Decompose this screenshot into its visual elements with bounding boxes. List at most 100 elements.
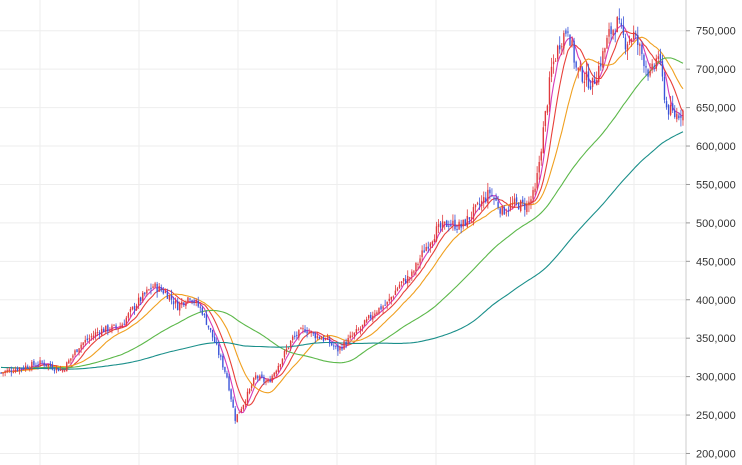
candle bbox=[14, 366, 17, 374]
candle bbox=[456, 225, 458, 234]
y-tick-label: 300,000 bbox=[696, 372, 736, 384]
candle bbox=[39, 356, 41, 368]
y-tick-label: 550,000 bbox=[696, 179, 736, 191]
candle bbox=[113, 324, 115, 327]
candle bbox=[639, 42, 641, 56]
candle bbox=[485, 191, 487, 204]
candle bbox=[388, 293, 390, 303]
candle bbox=[117, 328, 119, 333]
candle bbox=[195, 298, 197, 307]
candle bbox=[396, 286, 399, 292]
candle bbox=[612, 28, 614, 40]
candle bbox=[252, 377, 255, 386]
candle bbox=[49, 360, 52, 369]
candle bbox=[107, 324, 109, 336]
candle bbox=[343, 339, 345, 350]
candle bbox=[2, 372, 4, 377]
candle bbox=[632, 25, 635, 42]
candle bbox=[84, 335, 86, 346]
candle bbox=[472, 203, 475, 226]
candle bbox=[437, 219, 440, 234]
candle bbox=[448, 220, 450, 232]
candle bbox=[513, 193, 516, 209]
candle bbox=[287, 347, 290, 350]
candle bbox=[552, 54, 555, 74]
candle bbox=[199, 304, 201, 313]
candle bbox=[355, 324, 358, 336]
candle bbox=[501, 205, 503, 216]
candle bbox=[68, 358, 70, 364]
candle bbox=[357, 327, 360, 331]
candle bbox=[645, 60, 647, 76]
candle bbox=[600, 56, 602, 71]
y-tick-label: 250,000 bbox=[696, 410, 736, 422]
candle bbox=[657, 50, 660, 63]
candle bbox=[507, 206, 510, 217]
candle bbox=[142, 290, 144, 303]
candle bbox=[314, 331, 316, 343]
candle bbox=[515, 193, 518, 206]
candle bbox=[146, 286, 148, 297]
candle bbox=[626, 41, 629, 60]
candle bbox=[156, 281, 158, 298]
candle bbox=[596, 71, 598, 86]
candle bbox=[606, 35, 608, 49]
candle bbox=[503, 205, 505, 215]
candle bbox=[380, 303, 382, 311]
candle bbox=[246, 388, 249, 405]
candle bbox=[392, 295, 395, 300]
candle bbox=[162, 287, 164, 295]
candle bbox=[345, 338, 347, 349]
candle bbox=[242, 404, 245, 411]
candle bbox=[45, 364, 47, 368]
candle bbox=[402, 278, 405, 285]
candle bbox=[386, 301, 388, 310]
candle bbox=[129, 306, 132, 317]
candle bbox=[464, 218, 466, 227]
candle bbox=[294, 331, 296, 340]
candle bbox=[474, 204, 477, 214]
candle bbox=[273, 371, 275, 378]
candle bbox=[318, 336, 321, 340]
candle bbox=[109, 327, 111, 333]
ma-line-20 bbox=[0, 36, 684, 394]
candle bbox=[542, 121, 544, 154]
candle bbox=[622, 16, 625, 39]
candle bbox=[425, 242, 427, 252]
candle bbox=[669, 96, 672, 117]
candle bbox=[43, 359, 45, 369]
candle bbox=[653, 63, 655, 72]
candle bbox=[565, 28, 567, 37]
candle bbox=[460, 219, 462, 234]
candle bbox=[228, 373, 230, 392]
candle bbox=[493, 196, 495, 205]
candle bbox=[505, 208, 508, 217]
candle bbox=[349, 331, 351, 341]
candle bbox=[517, 202, 520, 210]
candle bbox=[176, 297, 179, 311]
candle bbox=[24, 362, 27, 372]
candle bbox=[368, 314, 370, 320]
candle bbox=[602, 47, 604, 71]
candle bbox=[100, 325, 103, 336]
candle bbox=[292, 334, 294, 344]
candle bbox=[127, 311, 130, 322]
candle bbox=[70, 358, 72, 364]
candle bbox=[187, 296, 189, 304]
candle bbox=[316, 331, 319, 340]
candle bbox=[59, 365, 62, 371]
candle bbox=[483, 191, 485, 209]
candle bbox=[140, 296, 142, 306]
candle bbox=[556, 44, 559, 62]
candle bbox=[131, 306, 134, 311]
candle bbox=[462, 219, 464, 230]
candle bbox=[74, 349, 76, 357]
candle bbox=[72, 353, 74, 362]
candle bbox=[111, 323, 113, 334]
candle bbox=[561, 43, 563, 56]
candle bbox=[409, 276, 411, 284]
candle bbox=[158, 283, 160, 293]
candle bbox=[441, 214, 444, 232]
candle bbox=[47, 364, 49, 371]
